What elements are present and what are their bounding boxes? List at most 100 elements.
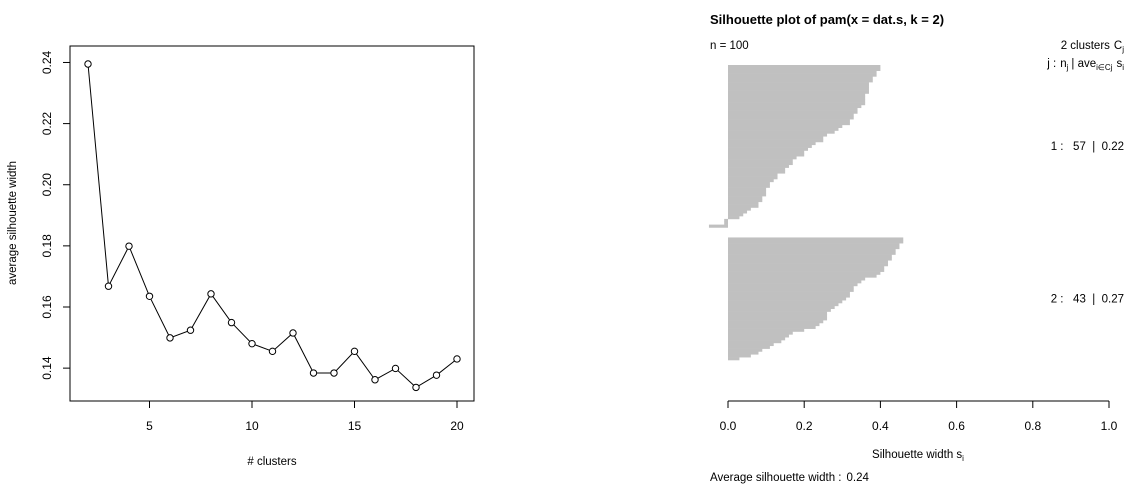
silhouette-bars xyxy=(708,65,904,361)
header-clusters-count: 2 clusters xyxy=(1061,40,1110,52)
data-point xyxy=(84,60,92,68)
data-point xyxy=(453,355,461,363)
silhouette-bar xyxy=(728,291,850,295)
silhouette-bar xyxy=(728,87,869,91)
silhouette-bar xyxy=(724,218,728,223)
x-tick-label: 0.8 xyxy=(1024,419,1041,433)
x-tick-label: 5 xyxy=(146,419,153,433)
silhouette-bar xyxy=(728,297,847,301)
silhouette-bar xyxy=(728,164,789,168)
data-point xyxy=(330,369,338,377)
data-point xyxy=(207,290,215,298)
silhouette-bar xyxy=(728,351,759,355)
silhouette-title: Silhouette plot of pam(x = dat.s, k = 2) xyxy=(710,12,944,27)
y-tick-label: 0.16 xyxy=(40,295,54,319)
silhouette-bar xyxy=(728,190,767,194)
cluster-label: 2 : 43 | 0.27 xyxy=(1051,294,1124,306)
silhouette-bar xyxy=(728,133,828,137)
silhouette-bar xyxy=(728,113,854,117)
silhouette-bar xyxy=(728,263,889,267)
silhouette-bar xyxy=(728,116,854,120)
header-n-sub: j xyxy=(1066,63,1069,72)
silhouette-bar xyxy=(728,184,770,188)
silhouette-bar xyxy=(728,337,786,341)
silhouette-bar xyxy=(728,303,839,307)
series-points xyxy=(84,60,461,392)
silhouette-bar xyxy=(728,248,896,252)
silhouette-bar xyxy=(728,257,892,261)
x-tick-label: 0.2 xyxy=(796,419,813,433)
average-silhouette-footer: Average silhouette width : 0.24 xyxy=(710,472,869,484)
silhouette-bar xyxy=(728,348,763,352)
data-point xyxy=(227,318,236,327)
silhouette-bar xyxy=(728,161,793,166)
left-x-axis: 5 10 15 20 xyxy=(146,400,464,433)
average-silhouette-value: 0.24 xyxy=(846,472,869,484)
data-point xyxy=(268,347,277,356)
silhouette-bar xyxy=(728,237,904,241)
silhouette-bar xyxy=(728,96,866,100)
data-point xyxy=(371,376,379,384)
silhouette-bar xyxy=(728,271,881,275)
silhouette-bar xyxy=(728,240,904,244)
data-point xyxy=(412,383,420,392)
silhouette-bar xyxy=(728,216,740,220)
x-tick-label: 0.4 xyxy=(872,419,889,433)
silhouette-bar xyxy=(728,181,770,185)
silhouette-bar xyxy=(728,320,824,324)
silhouette-bar xyxy=(728,294,850,298)
header-s-sub: i xyxy=(1122,63,1124,72)
silhouette-bar xyxy=(728,317,828,321)
silhouette-bar xyxy=(728,170,786,174)
silhouette-bar xyxy=(728,139,824,143)
silhouette-bar xyxy=(728,99,866,103)
silhouette-x-axis: 0.0 0.2 0.4 0.6 0.8 1.0 xyxy=(720,400,1118,433)
y-tick-label: 0.18 xyxy=(40,234,54,258)
header-ave: | ave xyxy=(1071,58,1096,70)
silhouette-bar xyxy=(728,176,778,180)
y-tick-label: 0.24 xyxy=(40,50,54,74)
data-point xyxy=(145,292,154,300)
silhouette-bar xyxy=(728,82,869,86)
silhouette-bar xyxy=(728,201,759,205)
silhouette-bar xyxy=(728,159,793,163)
silhouette-bar xyxy=(728,144,812,148)
silhouette-bar xyxy=(728,274,877,278)
data-point xyxy=(166,334,174,342)
silhouette-bar xyxy=(728,124,843,128)
silhouette-bar xyxy=(728,280,862,284)
data-point xyxy=(125,242,133,250)
cluster-label: 1 : 57 | 0.22 xyxy=(1051,141,1124,153)
silhouette-bar xyxy=(728,147,809,151)
silhouette-bar xyxy=(728,150,805,154)
silhouette-bar xyxy=(728,311,828,315)
silhouette-bar xyxy=(708,224,728,228)
x-tick-label: 0.6 xyxy=(948,419,965,433)
silhouette-bar xyxy=(728,342,774,347)
silhouette-bar xyxy=(728,283,858,287)
silhouette-bar xyxy=(728,73,877,77)
header-cj: C xyxy=(1114,40,1122,52)
silhouette-x-axis-label: Silhouette width si xyxy=(872,449,964,463)
silhouette-bar xyxy=(728,179,774,183)
left-chart: 5 10 15 20 0.14 0.16 0.18 0.20 0.22 0.24 # clust… xyxy=(7,45,475,468)
silhouette-bar xyxy=(728,345,770,349)
series-line xyxy=(87,63,458,389)
header-j: j : xyxy=(1046,58,1056,70)
silhouette-bar xyxy=(728,136,824,140)
silhouette-bar xyxy=(728,251,896,255)
silhouette-bar xyxy=(728,328,805,332)
silhouette-x-axis-label-sub: i xyxy=(962,454,964,463)
left-y-axis: 0.14 0.16 0.18 0.20 0.22 0.24 xyxy=(40,50,71,380)
n-label: n = 100 xyxy=(710,40,749,52)
silhouette-bar xyxy=(728,210,748,214)
silhouette-bar xyxy=(728,204,759,208)
silhouette-bar xyxy=(728,104,862,109)
silhouette-bar xyxy=(728,196,763,200)
silhouette-bar xyxy=(728,79,873,83)
silhouette-bar xyxy=(728,260,889,264)
data-point xyxy=(391,364,400,373)
silhouette-bar xyxy=(728,314,828,318)
